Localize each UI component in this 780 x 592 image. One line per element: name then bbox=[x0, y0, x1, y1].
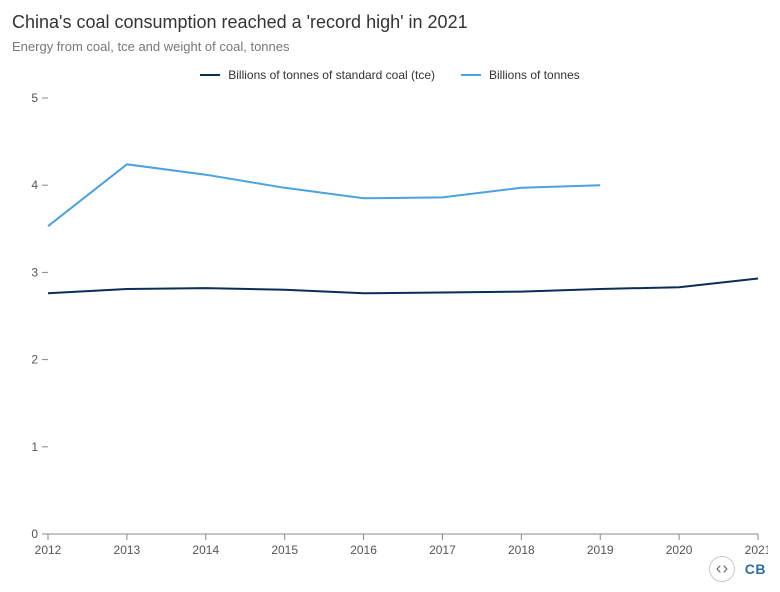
line-swatch-icon bbox=[461, 74, 481, 76]
svg-text:2: 2 bbox=[31, 353, 38, 367]
series-tonnes bbox=[48, 164, 600, 226]
legend-item-tce: Billions of tonnes of standard coal (tce… bbox=[200, 68, 435, 82]
svg-text:2018: 2018 bbox=[508, 543, 535, 557]
svg-text:1: 1 bbox=[31, 440, 38, 454]
svg-text:2017: 2017 bbox=[429, 543, 456, 557]
embed-button[interactable] bbox=[709, 556, 735, 582]
chart-title: China's coal consumption reached a 'reco… bbox=[12, 12, 768, 33]
svg-text:2015: 2015 bbox=[271, 543, 298, 557]
footer: CB bbox=[709, 556, 766, 582]
legend: Billions of tonnes of standard coal (tce… bbox=[12, 68, 768, 82]
svg-text:3: 3 bbox=[31, 265, 38, 279]
legend-label: Billions of tonnes bbox=[489, 68, 580, 82]
svg-text:0: 0 bbox=[31, 527, 38, 541]
legend-item-tonnes: Billions of tonnes bbox=[461, 68, 580, 82]
chart-container: China's coal consumption reached a 'reco… bbox=[0, 0, 780, 592]
svg-text:2019: 2019 bbox=[587, 543, 614, 557]
svg-text:2014: 2014 bbox=[192, 543, 219, 557]
svg-text:2013: 2013 bbox=[114, 543, 141, 557]
chart-svg: 0 1 2 3 4 5 2012 2013 2014 2015 2016 2017 2018 2019 20… bbox=[12, 90, 768, 560]
svg-text:2016: 2016 bbox=[350, 543, 377, 557]
line-swatch-icon bbox=[200, 74, 220, 76]
svg-text:2012: 2012 bbox=[35, 543, 62, 557]
legend-label: Billions of tonnes of standard coal (tce… bbox=[228, 68, 435, 82]
svg-text:2020: 2020 bbox=[666, 543, 693, 557]
svg-text:2021: 2021 bbox=[745, 543, 768, 557]
code-icon bbox=[715, 562, 729, 576]
brand-logo: CB bbox=[745, 561, 766, 577]
chart-plot: 0 1 2 3 4 5 2012 2013 2014 2015 2016 2017 2018 2019 20… bbox=[12, 90, 768, 560]
svg-text:5: 5 bbox=[31, 91, 38, 105]
svg-text:4: 4 bbox=[31, 178, 38, 192]
chart-subtitle: Energy from coal, tce and weight of coal… bbox=[12, 39, 768, 54]
series-tce bbox=[48, 279, 758, 294]
